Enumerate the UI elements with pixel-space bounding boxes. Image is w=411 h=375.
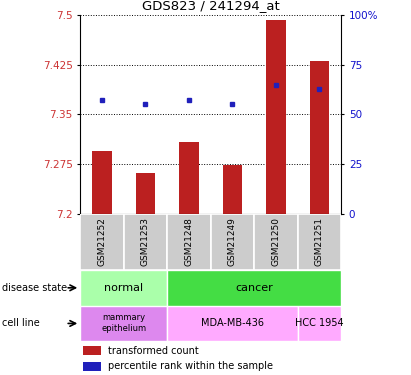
Text: HCC 1954: HCC 1954 bbox=[295, 318, 344, 328]
Bar bbox=[298, 306, 341, 341]
Bar bbox=[80, 270, 167, 306]
Text: GSM21248: GSM21248 bbox=[185, 217, 194, 266]
Text: normal: normal bbox=[104, 283, 143, 293]
Text: MDA-MB-436: MDA-MB-436 bbox=[201, 318, 264, 328]
Bar bbox=[210, 214, 254, 270]
Text: cancer: cancer bbox=[235, 283, 273, 293]
Text: disease state: disease state bbox=[2, 283, 67, 293]
Bar bbox=[124, 214, 167, 270]
Text: transformed count: transformed count bbox=[108, 346, 199, 356]
Bar bbox=[298, 214, 341, 270]
Bar bbox=[136, 172, 155, 214]
Bar bbox=[309, 62, 329, 214]
Bar bbox=[167, 306, 298, 341]
Text: GSM21250: GSM21250 bbox=[271, 217, 280, 266]
Text: percentile rank within the sample: percentile rank within the sample bbox=[108, 361, 272, 371]
Bar bbox=[92, 151, 112, 214]
Bar bbox=[266, 20, 286, 214]
Bar bbox=[80, 306, 167, 341]
Text: mammary
epithelium: mammary epithelium bbox=[101, 314, 146, 333]
Text: GSM21253: GSM21253 bbox=[141, 217, 150, 266]
Text: GSM21251: GSM21251 bbox=[315, 217, 324, 266]
Title: GDS823 / 241294_at: GDS823 / 241294_at bbox=[142, 0, 279, 12]
Bar bbox=[83, 346, 101, 355]
Bar bbox=[167, 214, 210, 270]
Text: GSM21252: GSM21252 bbox=[97, 217, 106, 266]
Bar bbox=[179, 142, 199, 214]
Bar bbox=[80, 214, 124, 270]
Text: cell line: cell line bbox=[2, 318, 40, 328]
Bar bbox=[83, 362, 101, 371]
Text: GSM21249: GSM21249 bbox=[228, 217, 237, 266]
Bar bbox=[167, 270, 341, 306]
Bar bbox=[254, 214, 298, 270]
Bar bbox=[223, 165, 242, 214]
